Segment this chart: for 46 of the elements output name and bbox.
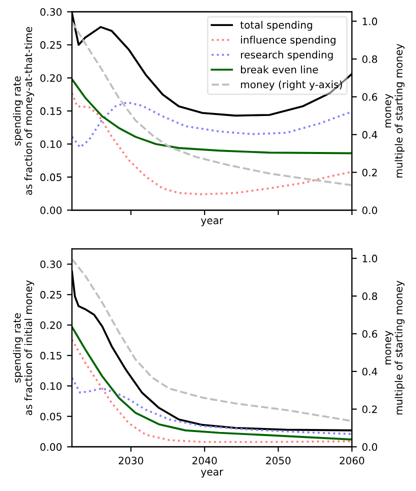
y2-tick-label: 0.2 — [362, 168, 377, 176]
y-tick-label: 0.25 — [40, 41, 62, 49]
line-series — [72, 101, 352, 148]
y-tick-label: 0.00 — [40, 443, 62, 451]
y2-tick-label: 0.8 — [362, 55, 378, 64]
y-tick-label: 0.15 — [40, 107, 62, 115]
x-tick-label: 2060 — [340, 456, 364, 464]
y2-tick-label: 0.0 — [362, 206, 378, 214]
x-axis-title: year — [200, 470, 224, 478]
y-axis-title: spending rate as fraction of money-at-that-time — [12, 26, 34, 195]
line-series — [72, 21, 352, 186]
y-tick-label: 0.20 — [40, 321, 62, 330]
line-series — [72, 377, 352, 435]
y2-tick-label: 0.8 — [362, 292, 378, 300]
legend-label: research spending — [241, 50, 333, 60]
x-tick-label: 2050 — [266, 456, 290, 464]
y-tick-label: 0.10 — [40, 382, 62, 390]
y2-tick-label: 0.6 — [362, 330, 378, 338]
line-series — [72, 92, 352, 196]
y-axis-title: spending rate as fraction of initial money — [12, 280, 34, 416]
y-tick-label: 0.30 — [40, 8, 62, 16]
y2-tick-label: 1.0 — [362, 254, 378, 262]
legend-label: money (right y-axis) — [241, 80, 342, 90]
line-series — [72, 78, 352, 154]
y2-tick-label: 0.6 — [362, 93, 378, 101]
y2-axis-title: money multiple of starting money — [385, 280, 405, 414]
x-tick-label: 2030 — [118, 456, 144, 464]
y2-tick-label: 0.0 — [362, 443, 378, 451]
y-tick-label: 0.30 — [40, 260, 62, 268]
y-tick-label: 0.05 — [40, 173, 62, 182]
x-tick-label: 2040 — [192, 456, 217, 464]
y-tick-label: 0.15 — [40, 352, 62, 360]
y-tick-label: 0.20 — [40, 74, 62, 82]
y2-tick-label: 1.0 — [362, 18, 378, 26]
y2-tick-label: 0.4 — [362, 368, 378, 376]
legend-label: total spending — [240, 20, 312, 31]
legend-label: influence spending — [241, 36, 336, 46]
legend-label: break even line — [241, 66, 318, 74]
y2-tick-label: 0.4 — [362, 130, 378, 139]
y-tick-label: 0.10 — [40, 140, 62, 148]
y-tick-label: 0.05 — [40, 412, 62, 420]
y2-axis-title: money multiple of starting money — [385, 44, 405, 178]
y-tick-label: 0.25 — [40, 290, 62, 299]
y-tick-label: 0.00 — [40, 206, 62, 214]
y2-tick-label: 0.2 — [362, 405, 377, 414]
x-axis-title: year — [200, 218, 224, 226]
